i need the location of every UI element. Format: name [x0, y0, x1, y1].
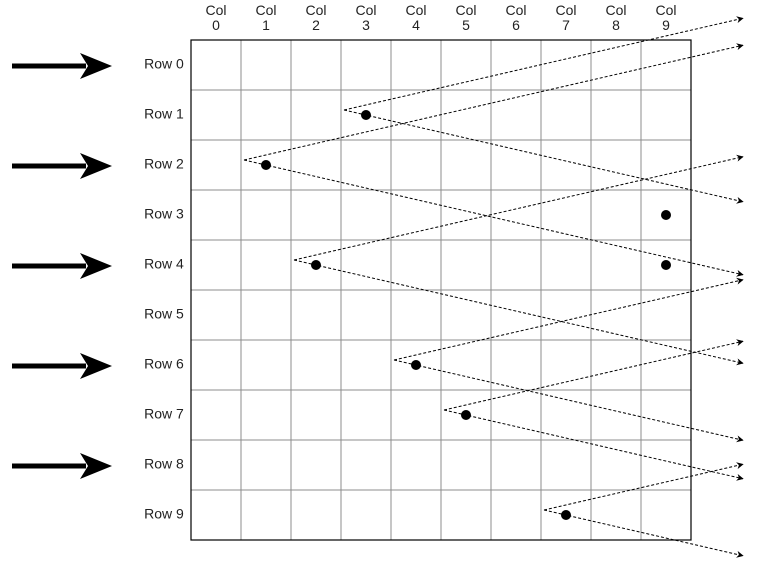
- column-header-7: Col 7: [555, 2, 576, 33]
- dot-row-4-col-2: [311, 260, 321, 270]
- dashed-ray-down-7: [543, 509, 744, 558]
- dashed-ray-up-0: [343, 16, 744, 111]
- column-header-6: Col 6: [505, 2, 526, 33]
- row-2-arrow-icon: [12, 153, 112, 179]
- row-header-2: Row 2: [144, 156, 184, 172]
- dot-row-4-col-9: [661, 260, 671, 270]
- column-header-2: Col 2: [305, 2, 326, 33]
- dot-row-3-col-9: [661, 210, 671, 220]
- row-header-6: Row 6: [144, 356, 184, 372]
- column-header-4: Col 4: [405, 2, 426, 33]
- dot-row-6-col-4: [411, 360, 421, 370]
- dashed-ray-down-0: [343, 109, 744, 204]
- dashed-ray-up-1: [243, 43, 744, 161]
- dot-row-1-col-3: [361, 110, 371, 120]
- row-header-4: Row 4: [144, 256, 184, 272]
- row-header-5: Row 5: [144, 306, 184, 322]
- column-header-3: Col 3: [355, 2, 376, 33]
- dashed-ray-down-3: [293, 259, 744, 366]
- grid-layer: [190, 39, 692, 541]
- row-headers: Row 0 Row 1 Row 2 Row 3 Row 4 Row 5 Row 6 Row 7…: [144, 56, 184, 522]
- dashed-ray-up-7: [543, 462, 744, 511]
- column-header-8: Col 8: [605, 2, 626, 33]
- column-header-9: Col 9: [655, 2, 676, 33]
- column-headers: Col 0 Col 1 Col 2 Col 3 Col 4 Col 5 Col 6 Col 7 Col 8 Col 9: [205, 2, 676, 33]
- row-4-arrow-icon: [12, 253, 112, 279]
- row-header-3: Row 3: [144, 206, 184, 222]
- dashed-ray-up-3: [293, 154, 744, 261]
- column-header-5: Col 5: [455, 2, 476, 33]
- dot-row-2-col-1: [261, 160, 271, 170]
- dashed-paths: [243, 16, 744, 558]
- dashed-ray-down-1: [243, 159, 744, 277]
- row-header-9: Row 9: [144, 506, 184, 522]
- row-arrows: [12, 53, 112, 479]
- row-header-0: Row 0: [144, 56, 184, 72]
- column-header-0: Col 0: [205, 2, 226, 33]
- row-0-arrow-icon: [12, 53, 112, 79]
- row-header-1: Row 1: [144, 106, 184, 122]
- column-header-1: Col 1: [255, 2, 276, 33]
- dashed-ray-up-6: [443, 339, 744, 411]
- grid-border: [190, 39, 692, 541]
- row-6-arrow-icon: [12, 353, 112, 379]
- dashed-ray-down-6: [443, 409, 744, 481]
- dot-row-9-col-7: [561, 510, 571, 520]
- row-header-7: Row 7: [144, 406, 184, 422]
- dot-row-7-col-5: [461, 410, 471, 420]
- row-8-arrow-icon: [12, 453, 112, 479]
- dots-layer: [261, 110, 671, 520]
- row-header-8: Row 8: [144, 456, 184, 472]
